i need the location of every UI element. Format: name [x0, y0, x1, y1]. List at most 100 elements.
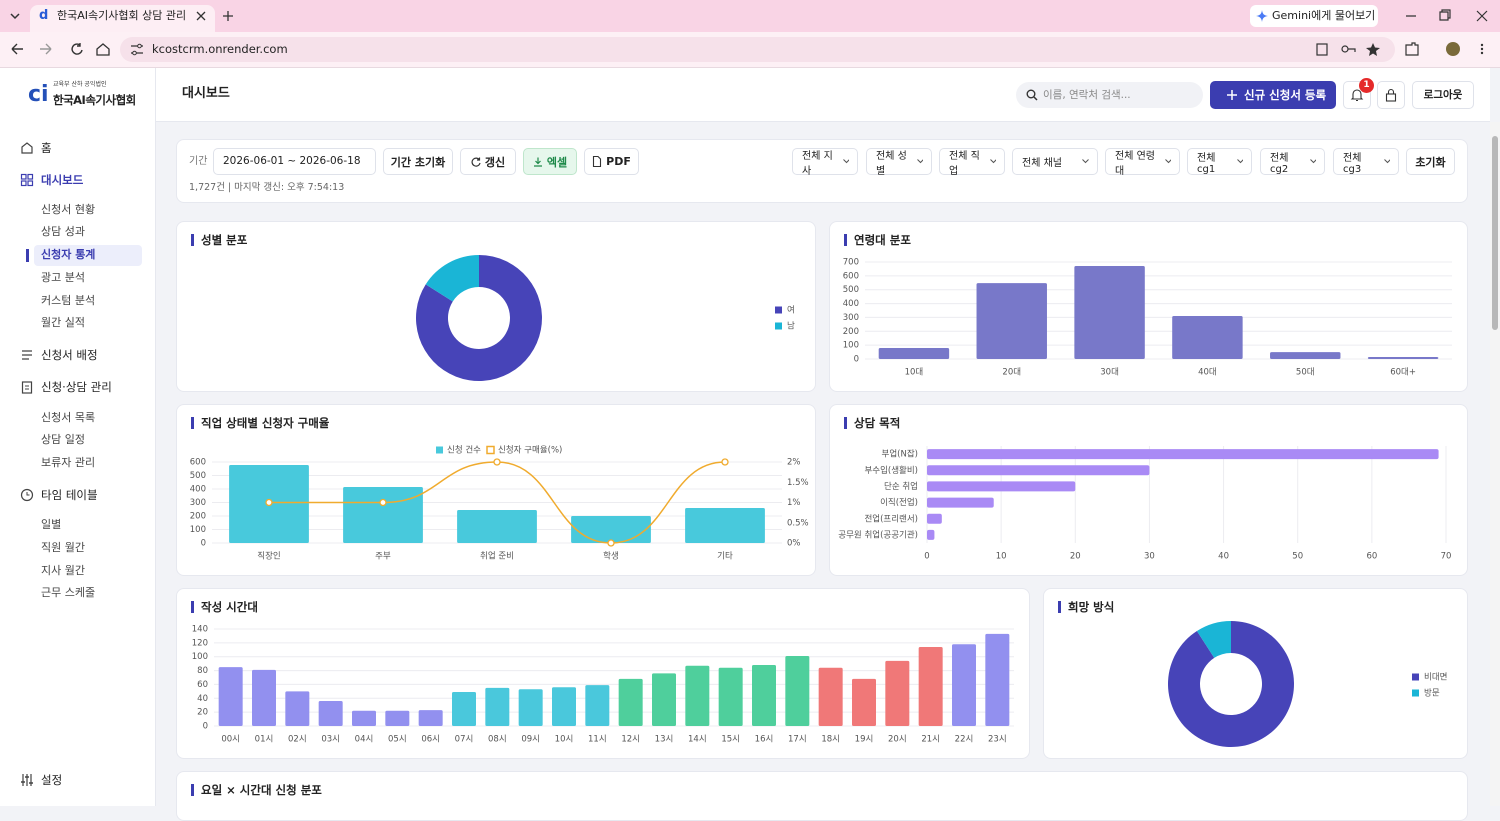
tab-menu[interactable]: [9, 10, 21, 22]
filter-dropdown[interactable]: 전체 채널: [1012, 148, 1098, 175]
nav-subitem[interactable]: 신청서 목록: [41, 411, 96, 424]
line-marker: [379, 498, 387, 507]
nav-item[interactable]: 신청서 배정: [41, 348, 98, 362]
gemini-button[interactable]: Gemini에게 물어보기: [1250, 5, 1378, 27]
bar: [418, 710, 443, 726]
card-title: 상담 목적: [854, 416, 901, 430]
scrollbar-thumb[interactable]: [1492, 136, 1498, 330]
nav-subitem[interactable]: 커스텀 분석: [41, 294, 96, 307]
pdf-button[interactable]: PDF: [584, 148, 639, 175]
search-box[interactable]: [1016, 82, 1203, 108]
chart: 0 10 20 30 40 50 60 70 부업(N잡) 부수입(생활비) 단순 취업이직(전업)…: [838, 446, 1451, 562]
nav-subitem[interactable]: 직원 월간: [41, 541, 85, 554]
nav-buttons[interactable]: [10, 42, 110, 56]
tab-close[interactable]: [196, 11, 206, 21]
filter-dropdown[interactable]: 전체 cg1: [1187, 148, 1252, 175]
nav-item-active[interactable]: 대시보드: [41, 173, 84, 187]
card-title: 연령대 분포: [854, 233, 911, 247]
nav-subitem[interactable]: 보류자 관리: [41, 456, 96, 469]
address-bar[interactable]: [120, 37, 1395, 62]
y-tick-label: 100: [843, 341, 859, 351]
nav-subitem[interactable]: 월간 실적: [41, 316, 85, 329]
y-tick-label: 이직(전업): [880, 497, 918, 508]
legend-label: 신청 건수: [447, 445, 481, 456]
chevron: [1164, 159, 1171, 164]
legend-swatch: [1412, 673, 1419, 681]
nav-subitem[interactable]: 일별: [41, 518, 62, 531]
card-title: 작성 시간대: [201, 600, 258, 614]
window-controls[interactable]: [1403, 8, 1493, 24]
filter-dropdown[interactable]: 전체 cg2: [1260, 148, 1325, 175]
y-tick-label: 단순 취업: [884, 481, 918, 492]
title-accent: [844, 417, 847, 429]
x-tick-label: 23시: [988, 735, 1007, 745]
y-tick-label: 400: [190, 485, 206, 495]
x-tick-label: 05시: [388, 735, 407, 745]
nav-subitem[interactable]: 신청서 현황: [41, 203, 96, 216]
nav-subitem[interactable]: 상담 일정: [41, 433, 85, 446]
y-tick-label: 120: [192, 638, 208, 648]
nav-subitem[interactable]: 광고 분석: [41, 271, 85, 284]
x-tick-label: 08시: [488, 735, 507, 745]
toolbar-icons[interactable]: [1316, 42, 1491, 57]
nav-item[interactable]: 홈: [41, 141, 52, 155]
nav-subitem[interactable]: 근무 스케줄: [41, 586, 96, 599]
pie-slice: [1167, 621, 1294, 747]
nav-subitem-active[interactable]: 신청자 통계: [41, 248, 96, 261]
filter-dropdown[interactable]: 전체 cg3: [1333, 148, 1399, 175]
nav-item[interactable]: 신청·상담 관리: [41, 380, 112, 394]
line-marker: [721, 458, 729, 466]
y-tick-label: 부수입(생활비): [864, 465, 918, 476]
gemini-icon: [1256, 10, 1268, 22]
x-tick-label: 18시: [821, 735, 840, 745]
nav-subitem[interactable]: 지사 월간: [41, 564, 85, 577]
x-tick-label: 14시: [688, 735, 707, 745]
y-tick-label: 전업(프리랜서): [864, 513, 918, 524]
filter-dropdown[interactable]: 전체 직업: [939, 148, 1005, 177]
bell-button[interactable]: [1343, 81, 1371, 109]
refresh-button[interactable]: 갱신: [460, 148, 516, 175]
period-input[interactable]: 2026-06-01 ~ 2026-06-18: [213, 148, 376, 175]
lock-button[interactable]: [1377, 81, 1405, 109]
bar: [518, 689, 543, 726]
url: kcostcrm.onrender.com: [152, 42, 288, 56]
nav-subitem[interactable]: 상담 성과: [41, 225, 85, 238]
bar: [652, 673, 676, 726]
x-tick-label: 13시: [655, 735, 674, 745]
excel-button[interactable]: 엑셀: [523, 148, 577, 175]
filter-dropdown[interactable]: 전체 연령대: [1105, 148, 1180, 177]
bar: [218, 667, 243, 726]
chart: 0 100 200 300 400 500 600 0% 0.5% 1% 1.5% 2% 직장인 주부 취업…: [190, 445, 809, 562]
sidebar: [0, 68, 156, 806]
legend-label: 여: [787, 305, 795, 316]
legend-swatch: [775, 322, 782, 330]
site-info-icon[interactable]: [130, 43, 144, 56]
bell-icon: [1350, 89, 1364, 102]
chart: 0 100 200 300 400 500 600 700 10대 20대 30대 40대 50대 60대…: [843, 258, 1452, 378]
nav-item[interactable]: 설정: [41, 773, 63, 787]
scrollbar[interactable]: [1490, 122, 1500, 806]
plus-icon: [1227, 90, 1237, 100]
bar: [952, 644, 976, 726]
new-tab[interactable]: [222, 10, 234, 22]
dropdown-label: 전체 cg3: [1343, 152, 1362, 175]
filter-dropdown[interactable]: 전체 성별: [866, 148, 932, 177]
y-tick-label: 0: [203, 722, 208, 732]
reset-button[interactable]: 초기화: [1406, 148, 1455, 175]
active-tab[interactable]: [30, 5, 215, 32]
x-tick-label: 00시: [221, 735, 240, 745]
x-tick-label: 0: [924, 552, 929, 562]
filter-dropdown[interactable]: 전체 지사: [792, 148, 858, 177]
bar: [685, 665, 710, 726]
legend-swatch: [436, 446, 443, 454]
x-tick-label: 20: [1070, 552, 1081, 562]
nav-item[interactable]: 타임 테이블: [41, 488, 98, 502]
bar: [927, 465, 1150, 476]
chevron: [917, 159, 923, 164]
reset-period-button[interactable]: 기간 초기화: [383, 148, 453, 175]
dropdown-label: 전체 cg1: [1197, 152, 1216, 175]
dropdown-label: 전체 지사: [802, 150, 833, 177]
logout-button[interactable]: 로그아웃: [1412, 81, 1474, 109]
